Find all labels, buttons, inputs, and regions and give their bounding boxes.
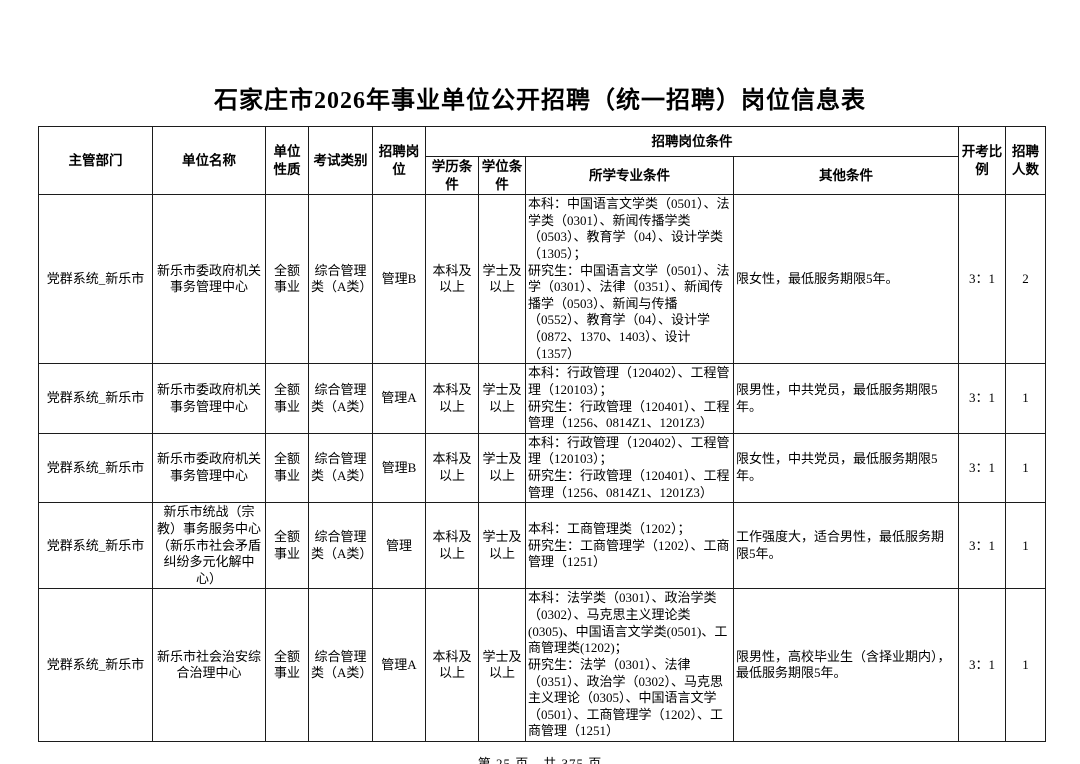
cell-major: 本科：行政管理（120402）、工程管理（120103）； 研究生：行政管理（1… — [525, 363, 734, 434]
cell-exam-type: 综合管理类（A类） — [308, 363, 373, 434]
cell-edu: 本科及以上 — [425, 194, 479, 365]
header-row-1: 主管部门 单位名称 单位性质 考试类别 招聘岗位 招聘岗位条件 开考比例 招聘人… — [38, 125, 1046, 196]
cell-count: 1 — [1005, 588, 1046, 743]
cell-degree: 学士及以上 — [478, 432, 526, 504]
col-header-unit: 单位名称 — [152, 125, 266, 196]
cell-other: 工作强度大，适合男性，最低服务期限5年。 — [733, 502, 959, 590]
col-header-major: 所学专业条件 — [525, 155, 734, 196]
cell-count: 2 — [1005, 194, 1046, 365]
cell-unit: 新乐市社会治安综合治理中心 — [152, 588, 266, 743]
cell-nature: 全额事业 — [265, 194, 309, 365]
job-position-table: 主管部门 单位名称 单位性质 考试类别 招聘岗位 招聘岗位条件 开考比例 招聘人… — [38, 125, 1046, 743]
cell-edu: 本科及以上 — [425, 432, 479, 504]
table-row: 党群系统_新乐市 新乐市统战（宗教）事务服务中心（新乐市社会矛盾纠纷多元化解中心… — [38, 502, 1046, 590]
cell-position: 管理 — [372, 502, 426, 590]
table-row: 党群系统_新乐市 新乐市委政府机关事务管理中心 全额事业 综合管理类（A类） 管… — [38, 432, 1046, 504]
col-header-exam-type: 考试类别 — [308, 125, 373, 196]
page-footer: 第 25 页，共 375 页 — [477, 756, 603, 764]
cell-edu: 本科及以上 — [425, 588, 479, 743]
cell-position: 管理A — [372, 588, 426, 743]
cell-major: 本科：法学类（0301）、政治学类（0302）、马克思主义理论类(0305)、中… — [525, 588, 734, 743]
col-header-degree: 学位条件 — [478, 155, 526, 196]
cell-exam-type: 综合管理类（A类） — [308, 588, 373, 743]
cell-count: 1 — [1005, 363, 1046, 434]
cell-other: 限女性，中共党员，最低服务期限5年。 — [733, 432, 959, 504]
cell-other: 限女性，最低服务期限5年。 — [733, 194, 959, 365]
cell-nature: 全额事业 — [265, 432, 309, 504]
cell-degree: 学士及以上 — [478, 502, 526, 590]
cell-edu: 本科及以上 — [425, 363, 479, 434]
cell-unit: 新乐市委政府机关事务管理中心 — [152, 363, 266, 434]
cell-ratio: 3：1 — [958, 363, 1006, 434]
table-row: 党群系统_新乐市 新乐市社会治安综合治理中心 全额事业 综合管理类（A类） 管理… — [38, 588, 1046, 743]
cell-degree: 学士及以上 — [478, 588, 526, 743]
col-header-count: 招聘人数 — [1005, 125, 1046, 196]
cell-ratio: 3：1 — [958, 194, 1006, 365]
cell-other: 限男性，中共党员，最低服务期限5年。 — [733, 363, 959, 434]
cell-exam-type: 综合管理类（A类） — [308, 432, 373, 504]
cell-nature: 全额事业 — [265, 502, 309, 590]
cell-exam-type: 综合管理类（A类） — [308, 502, 373, 590]
cell-unit: 新乐市统战（宗教）事务服务中心（新乐市社会矛盾纠纷多元化解中心） — [152, 502, 266, 590]
cell-major: 本科：工商管理类（1202）； 研究生：工商管理学（1202）、工商管理（125… — [525, 502, 734, 590]
col-header-ratio: 开考比例 — [958, 125, 1006, 196]
cell-nature: 全额事业 — [265, 363, 309, 434]
cell-degree: 学士及以上 — [478, 194, 526, 365]
cell-count: 1 — [1005, 502, 1046, 590]
page-title: 石家庄市2026年事业单位公开招聘（统一招聘）岗位信息表 — [214, 88, 866, 114]
cell-dept: 党群系统_新乐市 — [38, 194, 153, 365]
col-header-dept: 主管部门 — [38, 125, 153, 196]
cell-major: 本科：行政管理（120402）、工程管理（120103）； 研究生：行政管理（1… — [525, 432, 734, 504]
col-header-nature: 单位性质 — [265, 125, 309, 196]
col-header-other: 其他条件 — [733, 155, 959, 196]
cell-dept: 党群系统_新乐市 — [38, 432, 153, 504]
cell-edu: 本科及以上 — [425, 502, 479, 590]
cell-ratio: 3：1 — [958, 432, 1006, 504]
col-header-position: 招聘岗位 — [372, 125, 426, 196]
cell-ratio: 3：1 — [958, 588, 1006, 743]
col-header-edu: 学历条件 — [425, 155, 479, 196]
cell-count: 1 — [1005, 432, 1046, 504]
cell-unit: 新乐市委政府机关事务管理中心 — [152, 194, 266, 365]
cell-exam-type: 综合管理类（A类） — [308, 194, 373, 365]
col-header-conditions-group: 招聘岗位条件 — [425, 126, 959, 157]
cell-dept: 党群系统_新乐市 — [38, 588, 153, 743]
header-row-2: 学历条件 学位条件 所学专业条件 其他条件 — [39, 155, 1046, 196]
table-row: 党群系统_新乐市 新乐市委政府机关事务管理中心 全额事业 综合管理类（A类） 管… — [38, 194, 1046, 365]
cell-nature: 全额事业 — [265, 588, 309, 743]
cell-other: 限男性，高校毕业生（含择业期内），最低服务期限5年。 — [733, 588, 959, 743]
cell-position: 管理B — [372, 432, 426, 504]
cell-unit: 新乐市委政府机关事务管理中心 — [152, 432, 266, 504]
cell-dept: 党群系统_新乐市 — [38, 363, 153, 434]
cell-dept: 党群系统_新乐市 — [38, 502, 153, 590]
cell-position: 管理B — [372, 194, 426, 365]
cell-degree: 学士及以上 — [478, 363, 526, 434]
cell-position: 管理A — [372, 363, 426, 434]
cell-ratio: 3：1 — [958, 502, 1006, 590]
table-row: 党群系统_新乐市 新乐市委政府机关事务管理中心 全额事业 综合管理类（A类） 管… — [38, 363, 1046, 434]
cell-major: 本科：中国语言文学类（0501）、法学类（0301）、新闻传播学类（0503）、… — [525, 194, 734, 365]
